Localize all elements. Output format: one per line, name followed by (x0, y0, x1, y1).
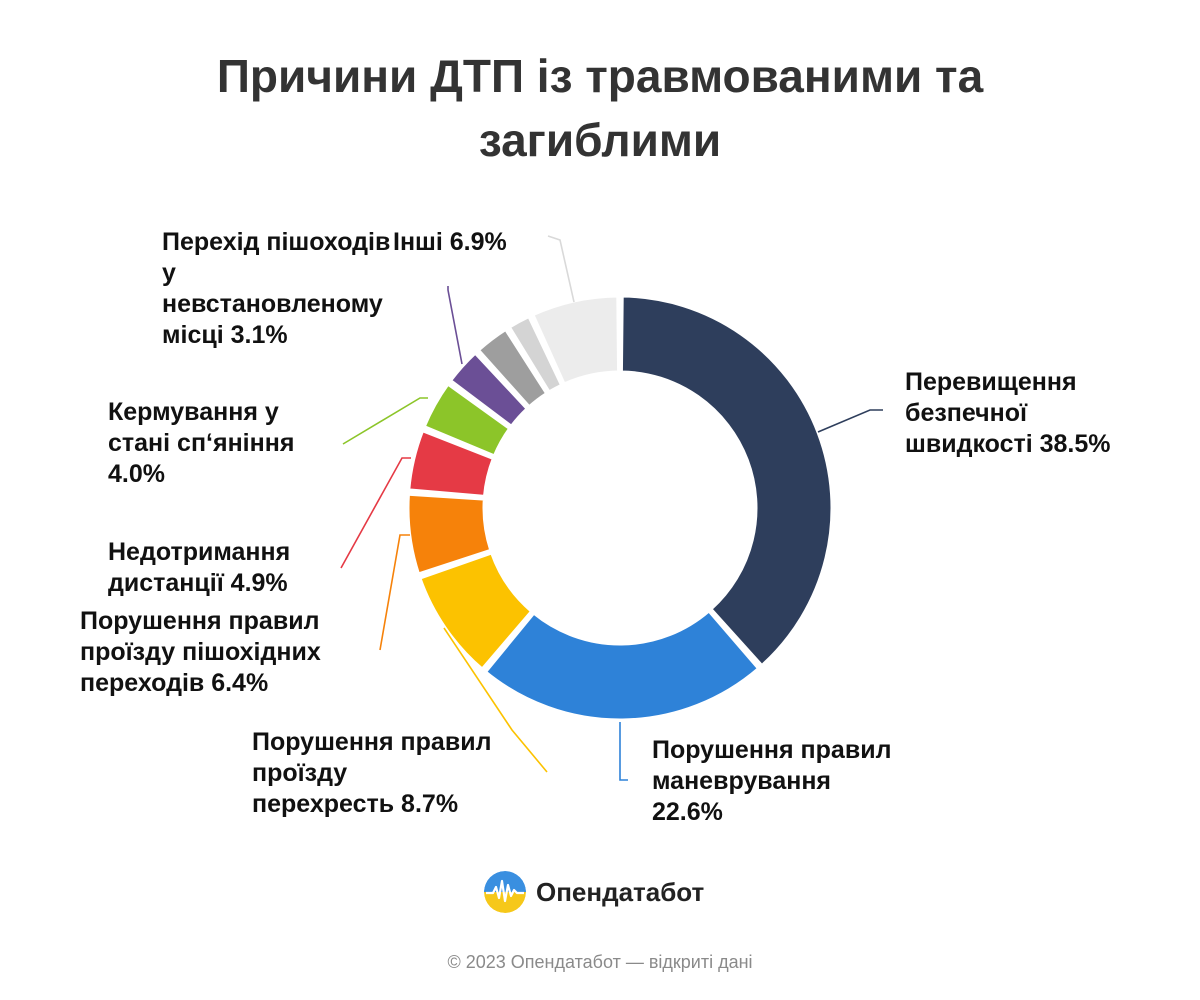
slice-label-line: безпечної (905, 399, 1028, 427)
chart-title-line-2: загиблими (478, 114, 722, 166)
slice-label-1: Перевищення безпечної швидкості 38.5% (905, 368, 1111, 458)
slice-label-line: швидкості 38.5% (905, 430, 1111, 458)
slice-label-line: маневрування (652, 767, 831, 795)
slice-label-7: Перехід пішоходів у невстановленому місці 3… (162, 228, 390, 349)
leader-line-4 (379, 534, 410, 651)
slice-label-line: Кермування у (108, 398, 279, 426)
footer-copyright: © 2023 Опендатабот — відкриті дані (447, 952, 753, 972)
slice-label-line: дистанції 4.9% (108, 569, 288, 597)
slice-label-3: Порушення правил проїзду перехресть 8.7% (252, 728, 491, 818)
slice-label-line: Інші 6.9% (393, 228, 507, 256)
slice-label-line: проїзду пішохідних (80, 638, 321, 666)
leader-line-7 (447, 286, 463, 365)
slice-label-10: Інші 6.9% (393, 228, 507, 256)
donut-slice-7 (449, 351, 529, 428)
donut-slice-8 (476, 327, 549, 409)
slice-label-2: Порушення правил маневрування 22.6% (652, 736, 891, 826)
donut-slice-1 (619, 294, 834, 668)
leader-line-1 (817, 409, 883, 433)
donut-slice-9 (507, 315, 564, 394)
slice-label-line: Перехід пішоходів (162, 228, 390, 256)
slice-label-line: Недотримання (108, 538, 290, 566)
slice-label-line: Порушення правил (80, 607, 319, 635)
slice-label-line: стані сп‘яніння (108, 429, 294, 457)
slice-label-4: Порушення правил проїзду пішохідних перехо… (80, 607, 321, 697)
donut-slice-3 (418, 551, 534, 671)
slice-labels: Перевищення безпечної швидкості 38.5% Поруш… (80, 228, 1111, 826)
leader-line-10 (547, 235, 575, 303)
brand-name: Опендатабот (536, 876, 705, 907)
slice-label-6: Кермування у стані сп‘яніння 4.0% (108, 398, 294, 488)
chart-title-line-1: Причини ДТП із травмованими та (216, 50, 984, 102)
leader-line-3 (443, 627, 548, 773)
donut-slice-2 (484, 609, 761, 722)
donut-slice-5 (407, 429, 495, 498)
slice-label-line: у (162, 259, 176, 287)
slice-label-5: Недотримання дистанції 4.9% (108, 538, 290, 597)
leader-line-6 (342, 397, 428, 445)
slice-label-line: 22.6% (652, 798, 723, 826)
slice-label-line: переходів 6.4% (80, 669, 268, 697)
slice-label-line: Порушення правил (252, 728, 491, 756)
leader-lines (340, 235, 883, 781)
slice-label-line: Перевищення (905, 368, 1077, 396)
opendatabot-logo-icon (484, 871, 526, 913)
slice-label-line: Порушення правил (652, 736, 891, 764)
donut-slice-10 (531, 294, 621, 386)
donut-slice-6 (422, 382, 512, 458)
donut-slices (406, 294, 834, 722)
leader-line-5 (340, 457, 411, 569)
slice-label-line: перехресть 8.7% (252, 790, 458, 818)
brand: Опендатабот (484, 870, 704, 914)
leader-line-2 (619, 722, 628, 781)
chart-title: Причини ДТП із травмованими та загиблими (0, 44, 1200, 172)
slice-label-line: невстановленому (162, 290, 383, 318)
slice-label-line: 4.0% (108, 460, 165, 488)
slice-label-line: проїзду (252, 759, 347, 787)
slice-label-line: місці 3.1% (162, 321, 288, 349)
donut-slice-4 (406, 492, 493, 576)
